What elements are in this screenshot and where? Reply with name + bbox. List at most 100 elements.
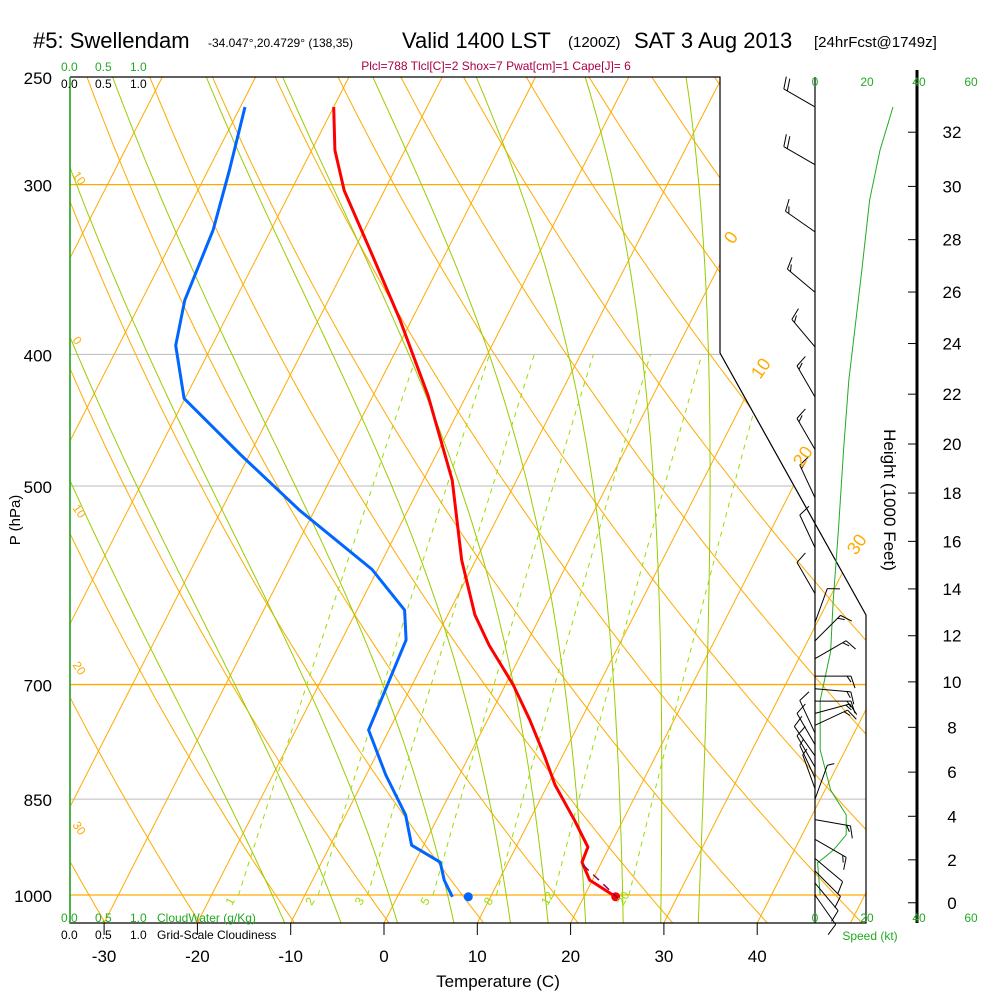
wind-barb-feather bbox=[799, 505, 810, 516]
station-coords: -34.047°,20.4729° (138,35) bbox=[208, 36, 353, 50]
wind-barb-feather bbox=[796, 356, 806, 367]
height-tick-label: 16 bbox=[943, 532, 962, 551]
pressure-tick-label: 250 bbox=[24, 69, 52, 88]
wind-barb bbox=[814, 838, 847, 870]
adiabat-label: 20 bbox=[70, 659, 89, 678]
wind-barb-feather bbox=[796, 726, 806, 737]
wind-barb-staff bbox=[802, 754, 816, 789]
wind-barb-staff bbox=[799, 700, 816, 734]
wind-barb-staff bbox=[796, 735, 816, 768]
cloud-top-black-2: 1.0 bbox=[130, 77, 147, 91]
wind-barb-feather bbox=[847, 709, 857, 720]
wind-barb-feather bbox=[827, 924, 837, 935]
wind-barb-staff bbox=[814, 688, 851, 693]
temperature-tick-label: 20 bbox=[561, 947, 580, 966]
adiabat-label: 10 bbox=[70, 502, 89, 521]
wind-barb-staff bbox=[814, 858, 843, 883]
dry-adiabat bbox=[70, 77, 489, 923]
axes: 1 2 3 5 8 12 200102030100102030250300400500700… bbox=[14, 69, 978, 966]
dewpoint-line bbox=[174, 106, 454, 898]
height-tick-label: 4 bbox=[947, 807, 956, 826]
wind-barb-staff bbox=[814, 870, 841, 897]
wind-barb-staff bbox=[814, 819, 851, 827]
cloud-bottom-black-0: 0.0 bbox=[61, 928, 78, 942]
temperature-tick-label: 10 bbox=[468, 947, 487, 966]
moist-adiabat bbox=[372, 77, 587, 923]
height-tick-label: 24 bbox=[943, 335, 962, 354]
wind-barb-feather bbox=[796, 408, 806, 419]
pressure-tick-label: 850 bbox=[24, 791, 52, 810]
isotherm-label: 0 bbox=[720, 228, 742, 248]
forecast-info: [24hrFcst@1749z] bbox=[814, 34, 937, 51]
cloudiness-label: Grid-Scale Cloudiness bbox=[157, 928, 276, 942]
height-tick-label: 28 bbox=[943, 231, 962, 250]
wind-barb bbox=[796, 726, 816, 768]
wind-barb-feather bbox=[799, 456, 810, 466]
wind-barb bbox=[785, 198, 816, 233]
cloud-top-black-1: 0.5 bbox=[95, 77, 112, 91]
wind-barb-staff bbox=[814, 640, 847, 660]
cloud-bottom-green-2: 1.0 bbox=[130, 911, 147, 925]
isotherm bbox=[70, 77, 350, 923]
cloud-bottom-black-2: 1.0 bbox=[130, 928, 147, 942]
wind-barb-feather bbox=[845, 640, 856, 650]
wind-barb-staff bbox=[783, 88, 816, 108]
cloud-top-green-0: 0.0 bbox=[61, 60, 78, 74]
cloud-top-black-0: 0.0 bbox=[61, 77, 78, 91]
speed-tick-label-bottom: 60 bbox=[964, 911, 978, 925]
wind-barb-staff bbox=[791, 319, 816, 348]
wind-panel bbox=[783, 76, 894, 935]
height-tick-label: 10 bbox=[943, 673, 962, 692]
wind-speed-line bbox=[817, 106, 894, 896]
pressure-tick-label: 400 bbox=[24, 346, 52, 365]
wind-barb bbox=[814, 688, 855, 705]
wind-barb bbox=[814, 614, 852, 642]
wind-barb-staff bbox=[814, 709, 848, 726]
wind-barb bbox=[814, 882, 839, 922]
wind-barb-feather bbox=[783, 76, 787, 90]
wind-barb-feather bbox=[799, 691, 810, 701]
isotherm bbox=[70, 77, 257, 923]
moist-adiabat bbox=[205, 77, 512, 923]
isotherm bbox=[193, 77, 630, 923]
mixing-ratio-label: 20 bbox=[614, 889, 633, 908]
moist-adiabat bbox=[112, 77, 456, 923]
wind-barb bbox=[796, 408, 816, 450]
wind-barb bbox=[814, 640, 856, 660]
mixing-ratio-line bbox=[238, 354, 418, 896]
stability-indices: Plcl=788 Tlcl[C]=2 Shox=7 Pwat[cm]=1 Cap… bbox=[361, 59, 631, 73]
height-tick-label: 32 bbox=[943, 123, 962, 142]
moist-adiabat bbox=[70, 77, 288, 923]
wind-barb-staff bbox=[814, 765, 828, 800]
speed-tick-label-top: 60 bbox=[964, 75, 978, 89]
wind-barb bbox=[802, 748, 816, 789]
adiabat-label: 30 bbox=[70, 819, 89, 838]
dry-adiabat bbox=[525, 77, 866, 923]
wind-barb-feather bbox=[846, 691, 851, 699]
wind-barb-feather bbox=[840, 614, 852, 622]
dry-adiabat bbox=[86, 77, 584, 923]
isotherm-label: 20 bbox=[789, 442, 817, 470]
dry-adiabat bbox=[70, 77, 395, 923]
plot-frame bbox=[69, 70, 919, 924]
dry-adiabat bbox=[588, 77, 866, 923]
height-tick-label: 18 bbox=[943, 484, 962, 503]
mixing-ratio-line bbox=[553, 354, 703, 896]
wind-barb-feather bbox=[843, 711, 851, 716]
isotherm bbox=[753, 77, 866, 923]
pressure-tick-label: 300 bbox=[24, 177, 52, 196]
wind-barb-feather bbox=[843, 857, 847, 870]
valid-time: Valid 1400 LST bbox=[402, 28, 551, 53]
wind-barb-staff bbox=[814, 882, 839, 911]
moist-adiabat bbox=[685, 77, 711, 923]
wind-barb-staff bbox=[814, 838, 847, 858]
wind-barb bbox=[796, 703, 816, 745]
wind-barb-staff bbox=[814, 894, 837, 925]
wind-barb-staff bbox=[787, 268, 816, 293]
cloud-bottom-green-0: 0.0 bbox=[61, 911, 78, 925]
wind-barb-feather bbox=[849, 703, 858, 715]
cloudwater-label: CloudWater (g/Kg) bbox=[157, 911, 256, 925]
mixing-ratio-line bbox=[628, 354, 770, 896]
dry-adiabat bbox=[714, 77, 866, 923]
isotherm bbox=[286, 77, 723, 923]
